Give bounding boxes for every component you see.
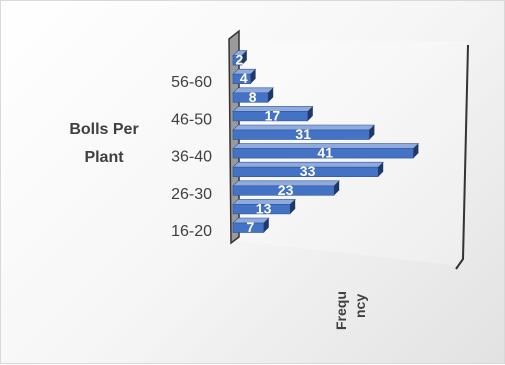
bar-8 — [232, 68, 257, 84]
data-label-6: 17 — [265, 107, 281, 123]
data-label-2: 23 — [278, 182, 294, 198]
bar-2 — [232, 180, 340, 196]
bar-9 — [232, 50, 248, 66]
bar-6 — [232, 106, 314, 122]
y-axis-label-line-2: Plant — [84, 149, 124, 166]
bars-group — [232, 50, 420, 233]
bar-3 — [232, 161, 384, 177]
bar-0 — [232, 217, 270, 233]
y-tick-label-0: 16-20 — [171, 223, 212, 240]
y-axis-label-line-1: Bolls Per — [69, 121, 138, 138]
data-label-4: 41 — [317, 145, 333, 161]
data-label-5: 31 — [295, 126, 311, 142]
data-label-0: 7 — [247, 219, 255, 235]
data-label-3: 33 — [300, 163, 316, 179]
x-axis-label-line-1: Frequ — [333, 291, 349, 330]
bar-5 — [232, 124, 376, 140]
bar-7 — [232, 87, 274, 103]
bar-4 — [232, 143, 420, 159]
data-label-1: 13 — [256, 200, 272, 216]
y-tick-label-2: 36-40 — [171, 149, 212, 166]
y-tick-label-4: 56-60 — [171, 74, 212, 91]
data-label-9: 2 — [236, 52, 244, 68]
bar-1 — [232, 199, 296, 215]
x-axis-label-line-2: ncy — [352, 294, 368, 318]
data-label-8: 4 — [240, 70, 248, 86]
tick-labels-group: 16-20 26-30 36-40 46-50 56-60 — [171, 74, 212, 240]
depth-edge-line — [455, 44, 469, 270]
data-label-7: 8 — [249, 89, 257, 105]
y-tick-label-1: 26-30 — [171, 186, 212, 203]
y-tick-label-3: 46-50 — [171, 111, 212, 128]
